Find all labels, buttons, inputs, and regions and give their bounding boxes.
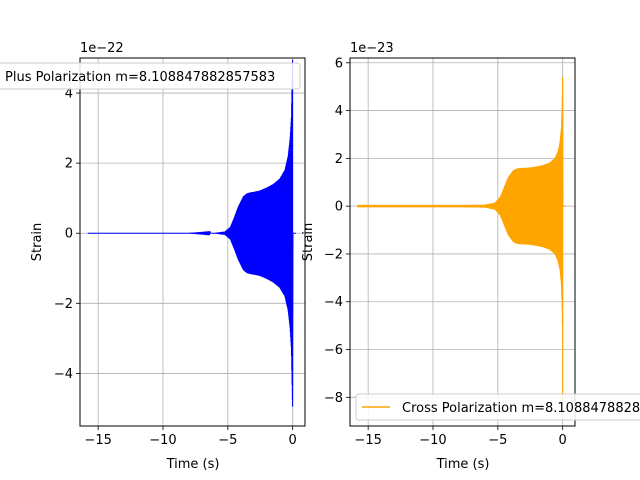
y-tick-label: −6 [324,343,343,358]
x-tick-label: −10 [149,433,176,448]
axes-frame [349,57,576,427]
y-tick-label: 2 [65,157,73,172]
axis-ticks: −15 −10 −5 0 −4 −2 0 2 4 [54,87,297,448]
x-tick-label: −5 [488,433,507,448]
x-tick-label: 0 [289,433,297,448]
axes-frame [79,57,306,427]
legend-entry: Plus Polarization m=8.108847882857583 [5,70,275,85]
x-tick-label: −15 [354,433,381,448]
y-axis-label: Strain [301,223,316,262]
y-tick-label: 0 [335,200,343,215]
y-tick-label: −2 [54,297,73,312]
y-offset-label: 1e−22 [80,41,124,56]
waveform-line [87,59,296,407]
legend-box [0,62,301,90]
x-axis-label: Time (s) [436,457,490,472]
cross-polarization-chart: −15 −10 −5 0 −8 −6 −4 −2 0 2 4 6 1e−23 Time (s) Str… [301,41,640,472]
y-tick-label: −2 [324,247,343,262]
x-tick-label: −10 [419,433,446,448]
legend: Plus Polarization m=8.108847882857583 [0,62,301,90]
legend: Cross Polarization m=8.108847882857583 [355,393,640,421]
y-tick-label: −4 [54,367,73,382]
x-axis-label: Time (s) [166,457,220,472]
y-axis-label: Strain [30,223,45,262]
y-tick-label: −8 [324,391,343,406]
plus-polarization-chart: −15 −10 −5 0 −4 −2 0 2 4 1e−22 Time (s) Strain P… [0,41,306,472]
x-tick-label: 0 [559,433,567,448]
legend-entry: Cross Polarization m=8.108847882857583 [402,401,640,416]
y-tick-label: 2 [335,152,343,167]
y-tick-label: 6 [335,56,343,71]
axis-ticks: −15 −10 −5 0 −8 −6 −4 −2 0 2 4 6 [324,56,567,448]
y-offset-label: 1e−23 [350,41,394,56]
y-tick-label: 0 [65,227,73,242]
y-tick-label: −4 [324,295,343,310]
waveform-line [357,77,566,403]
plus-polarization-series [87,59,296,407]
x-tick-label: −5 [218,433,237,448]
y-tick-label: 4 [335,104,343,119]
y-tick-label: 4 [65,87,73,102]
x-tick-label: −15 [84,433,111,448]
legend-box [355,393,640,421]
cross-polarization-series [357,77,566,403]
